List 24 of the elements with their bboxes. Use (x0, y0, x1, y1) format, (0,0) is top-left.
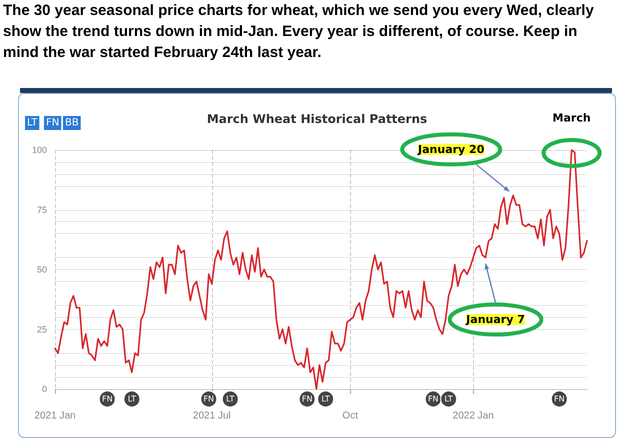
text: FN (428, 394, 439, 404)
y-tick-label: 100 (32, 145, 47, 155)
x-tick-label: 2022 Jan (452, 410, 494, 422)
annotation: January 7 (465, 313, 525, 326)
annotation: January 20 (417, 142, 485, 156)
y-tick-label: 75 (36, 204, 47, 215)
text: FN (102, 394, 113, 404)
chart-subtitle: The 30 year seasonal price charts for wheat, which we send you every Wed, clearly show the trend turns down in mid-Jan. Every year is different, of course. Keep in mind the war started February 24th last year. (3, 1, 595, 63)
text: LT (444, 394, 453, 404)
x-tick-label: Oct (342, 410, 358, 422)
text: FN (554, 394, 565, 404)
x-tick-label: 2021 Jan (34, 410, 76, 422)
text: FN (203, 394, 214, 404)
text: LT (226, 394, 235, 404)
text: FN (302, 394, 312, 404)
x-tick-label: 2021 Jul (192, 410, 231, 422)
y-tick-label: 50 (36, 264, 47, 274)
chart-title: March Wheat Historical Patterns (206, 112, 428, 126)
text: LT (321, 394, 330, 404)
text: LT FN BB (27, 118, 79, 128)
y-tick-label: 25 (36, 324, 47, 334)
text: March (552, 112, 591, 124)
y-tick-label: 0 (42, 384, 47, 394)
text: LT (128, 394, 136, 404)
